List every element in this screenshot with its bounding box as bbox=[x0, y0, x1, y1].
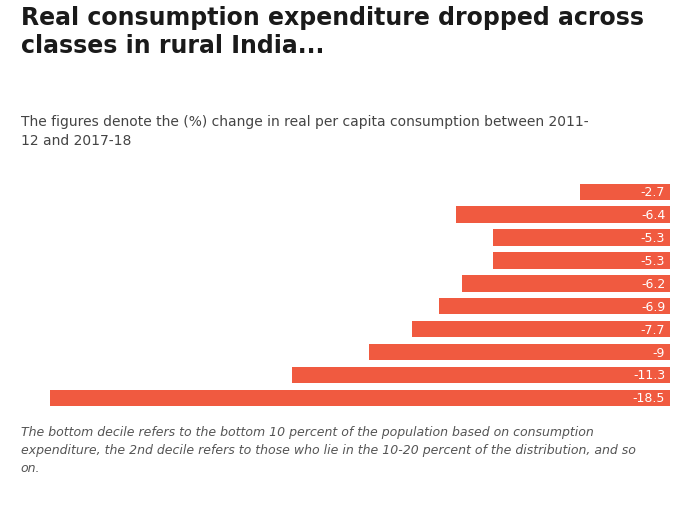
Bar bbox=[369, 344, 671, 360]
Text: -18.5: -18.5 bbox=[633, 391, 665, 405]
Bar bbox=[455, 207, 671, 223]
Text: -6.2: -6.2 bbox=[641, 277, 665, 290]
Bar bbox=[493, 252, 671, 269]
Bar bbox=[291, 367, 671, 383]
Text: -11.3: -11.3 bbox=[633, 369, 665, 382]
Bar bbox=[462, 275, 671, 292]
Bar bbox=[493, 230, 671, 246]
Text: -7.7: -7.7 bbox=[641, 323, 665, 336]
Text: -5.3: -5.3 bbox=[641, 254, 665, 267]
Text: -6.9: -6.9 bbox=[641, 300, 665, 313]
Text: The bottom decile refers to the bottom 10 percent of the population based on con: The bottom decile refers to the bottom 1… bbox=[21, 425, 635, 473]
Text: -6.4: -6.4 bbox=[641, 209, 665, 222]
Bar bbox=[580, 184, 671, 201]
Text: -5.3: -5.3 bbox=[641, 232, 665, 245]
Text: -9: -9 bbox=[653, 346, 665, 359]
Text: -2.7: -2.7 bbox=[641, 186, 665, 199]
Bar bbox=[412, 321, 671, 338]
Text: Real consumption expenditure dropped across
classes in rural India...: Real consumption expenditure dropped acr… bbox=[21, 6, 644, 58]
Text: The figures denote the (%) change in real per capita consumption between 2011-
1: The figures denote the (%) change in rea… bbox=[21, 115, 588, 148]
Bar bbox=[50, 390, 671, 406]
Bar bbox=[439, 298, 671, 315]
